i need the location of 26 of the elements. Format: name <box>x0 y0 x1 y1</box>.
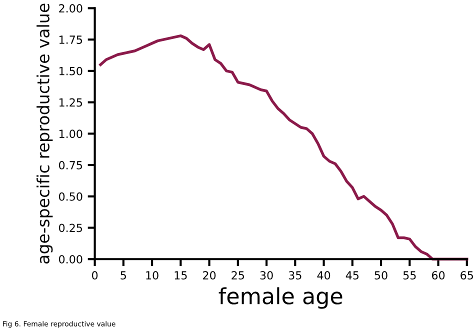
x-tick-label: 50 <box>374 271 388 280</box>
y-tick-label: 1.75 <box>59 36 82 44</box>
x-tick-label: 40 <box>317 271 330 280</box>
y-tick-label: 0.75 <box>58 161 82 170</box>
x-tick-label: 35 <box>288 271 302 280</box>
x-tick-label: 45 <box>346 271 358 280</box>
y-tick-label: 1.25 <box>59 98 82 107</box>
x-axis-title: female age <box>218 287 342 309</box>
x-tick-label: 0 <box>92 271 98 280</box>
x-tick-label: 25 <box>232 271 244 280</box>
x-tick-label: 30 <box>260 271 273 280</box>
x-tick-label: 15 <box>174 271 187 280</box>
y-axis-title: age-specific reproductive value <box>36 4 53 264</box>
y-tick-label: 1.00 <box>59 130 82 138</box>
y-tick-label: 0.25 <box>58 224 82 232</box>
x-tick-label: 60 <box>432 271 445 280</box>
y-tick-label: 2.00 <box>59 4 82 13</box>
x-tick-label: 10 <box>146 271 158 280</box>
x-tick-label: 55 <box>403 271 416 280</box>
y-tick-label: 1.50 <box>59 66 82 76</box>
line-series <box>99 34 468 261</box>
x-tick-label: 65 <box>460 271 473 280</box>
y-tick-label: 0.50 <box>58 192 82 201</box>
x-tick-label: 20 <box>203 271 216 280</box>
x-tick-label: 5 <box>120 271 126 280</box>
y-tick-label: 0.00 <box>58 255 82 264</box>
